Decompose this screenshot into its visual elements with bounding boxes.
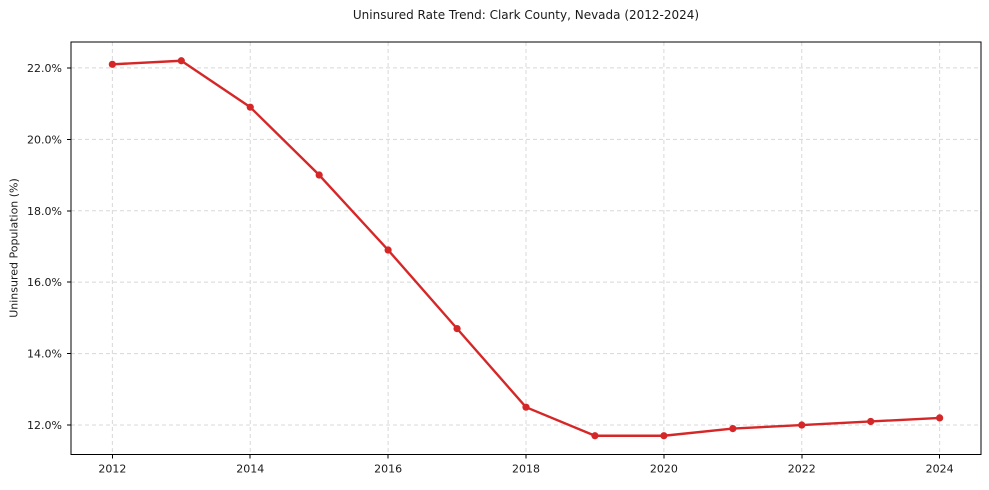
y-tick-label: 20.0% [27,133,62,146]
y-tick-label: 14.0% [27,348,62,361]
y-tick-label: 18.0% [27,205,62,218]
data-point [936,414,944,422]
data-point [246,103,254,111]
data-point [660,432,668,440]
x-tick-label: 2020 [650,463,678,476]
x-tick-label: 2012 [98,463,126,476]
y-tick-label: 22.0% [27,62,62,75]
data-point [315,171,323,179]
y-tick-label: 12.0% [27,419,62,432]
data-point [729,425,737,433]
x-tick-label: 2014 [236,463,264,476]
chart-title: Uninsured Rate Trend: Clark County, Neva… [352,8,700,22]
data-point [591,432,599,440]
x-tick-label: 2022 [788,463,816,476]
data-point [453,325,461,333]
x-tick-label: 2016 [374,463,402,476]
data-point [798,421,806,429]
data-point [108,60,116,68]
data-point [177,57,185,65]
y-tick-label: 16.0% [27,276,62,289]
x-tick-label: 2018 [512,463,540,476]
data-point [522,403,530,411]
x-tick-label: 2024 [926,463,954,476]
data-point [867,417,875,426]
data-point [384,246,392,254]
